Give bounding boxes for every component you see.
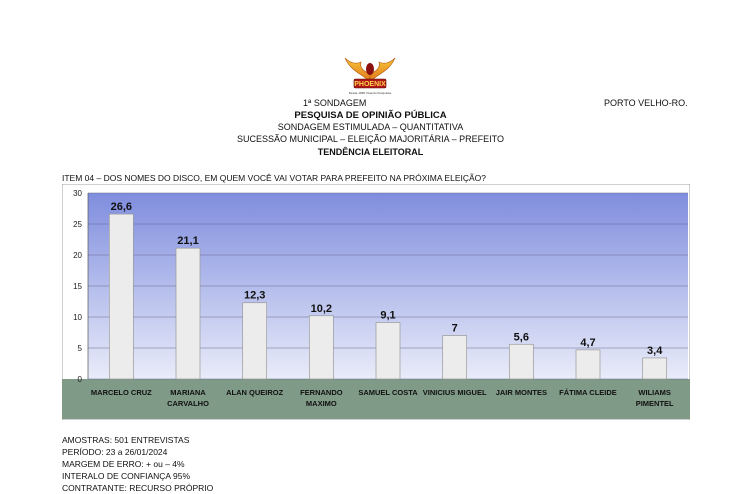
vote-intention-bar-chart: 0 5 10 15 20 25 30 26,6 21,1 12,3 10,2 9,1 7 5,6 4,7 3… (62, 184, 690, 420)
question-text: ITEM 04 – DOS NOMES DO DISCO, EM QUEM VO… (62, 173, 486, 183)
y-tick-label: 20 (73, 251, 82, 260)
category-label: ALAN QUEIROZ (226, 388, 284, 397)
bar-value-label: 21,1 (177, 235, 198, 247)
logo-tagline: Desde 1998 Vivendo Pesquisas (349, 91, 392, 95)
bar-value-label: 10,2 (311, 303, 332, 315)
y-tick-label: 10 (73, 313, 82, 322)
report-title: PESQUISA DE OPINIÃO PÚBLICA (294, 110, 447, 121)
section-title: TENDÊNCIA ELEITORAL (317, 147, 424, 157)
bar-value-label: 26,6 (111, 201, 132, 213)
category-label: SAMUEL COSTA (358, 388, 418, 397)
bar-value-label: 12,3 (244, 290, 265, 302)
survey-type-line: SONDAGEM ESTIMULADA – QUANTITATIVA (277, 122, 464, 132)
election-line: SUCESSÃO MUNICIPAL – ELEIÇÃO MAJORITÁRIA… (237, 134, 504, 144)
category-label: CARVALHO (167, 399, 209, 408)
bar (508, 343, 534, 380)
category-label: VINICIUS MIGUEL (423, 388, 487, 397)
category-label: FERNANDO (300, 388, 343, 397)
bar (242, 302, 268, 380)
methodology-line: INTERALO DE CONFIANÇA 95% (62, 471, 191, 481)
category-label: FÁTIMA CLEIDE (559, 388, 617, 397)
category-label: WILIAMS (638, 388, 671, 397)
y-tick-label: 15 (73, 282, 82, 291)
category-label: JAIR MONTES (496, 388, 547, 397)
methodology-line: PERÍODO: 23 a 26/01/2024 (62, 447, 168, 457)
methodology-line: CONTRATANTE: RECURSO PRÓPRIO (62, 483, 214, 493)
y-tick-label: 25 (73, 220, 82, 229)
bar (375, 322, 401, 380)
bar (108, 213, 134, 380)
bar-value-label: 5,6 (514, 331, 529, 343)
category-label: MARIANA (170, 388, 206, 397)
category-band (62, 379, 690, 419)
y-tick-label: 30 (73, 189, 82, 198)
bar-value-label: 9,1 (380, 310, 395, 322)
bar (308, 315, 334, 380)
logo-brand-text: PHOENIX (354, 81, 386, 88)
bar (575, 349, 601, 380)
y-tick-label: 0 (78, 375, 83, 384)
y-tick-label: 5 (78, 344, 83, 353)
category-label: PIMENTEL (636, 399, 674, 408)
phoenix-logo: PHOENIX Desde 1998 Vivendo Pesquisas (344, 57, 396, 95)
bar (642, 357, 668, 380)
bar-value-label: 4,7 (580, 337, 595, 349)
category-label: MAXIMO (306, 399, 337, 408)
methodology-line: AMOSTRAS: 501 ENTREVISTAS (62, 435, 190, 445)
city-label: PORTO VELHO-RO. (604, 98, 688, 108)
bar-value-label: 7 (452, 323, 458, 335)
category-label: MARCELO CRUZ (91, 388, 152, 397)
bar (442, 335, 468, 380)
survey-round-label: 1ª SONDAGEM (303, 98, 367, 108)
bar (175, 247, 201, 380)
methodology-line: MARGEM DE ERRO: + ou – 4% (62, 459, 185, 469)
bar-value-label: 3,4 (647, 345, 663, 357)
